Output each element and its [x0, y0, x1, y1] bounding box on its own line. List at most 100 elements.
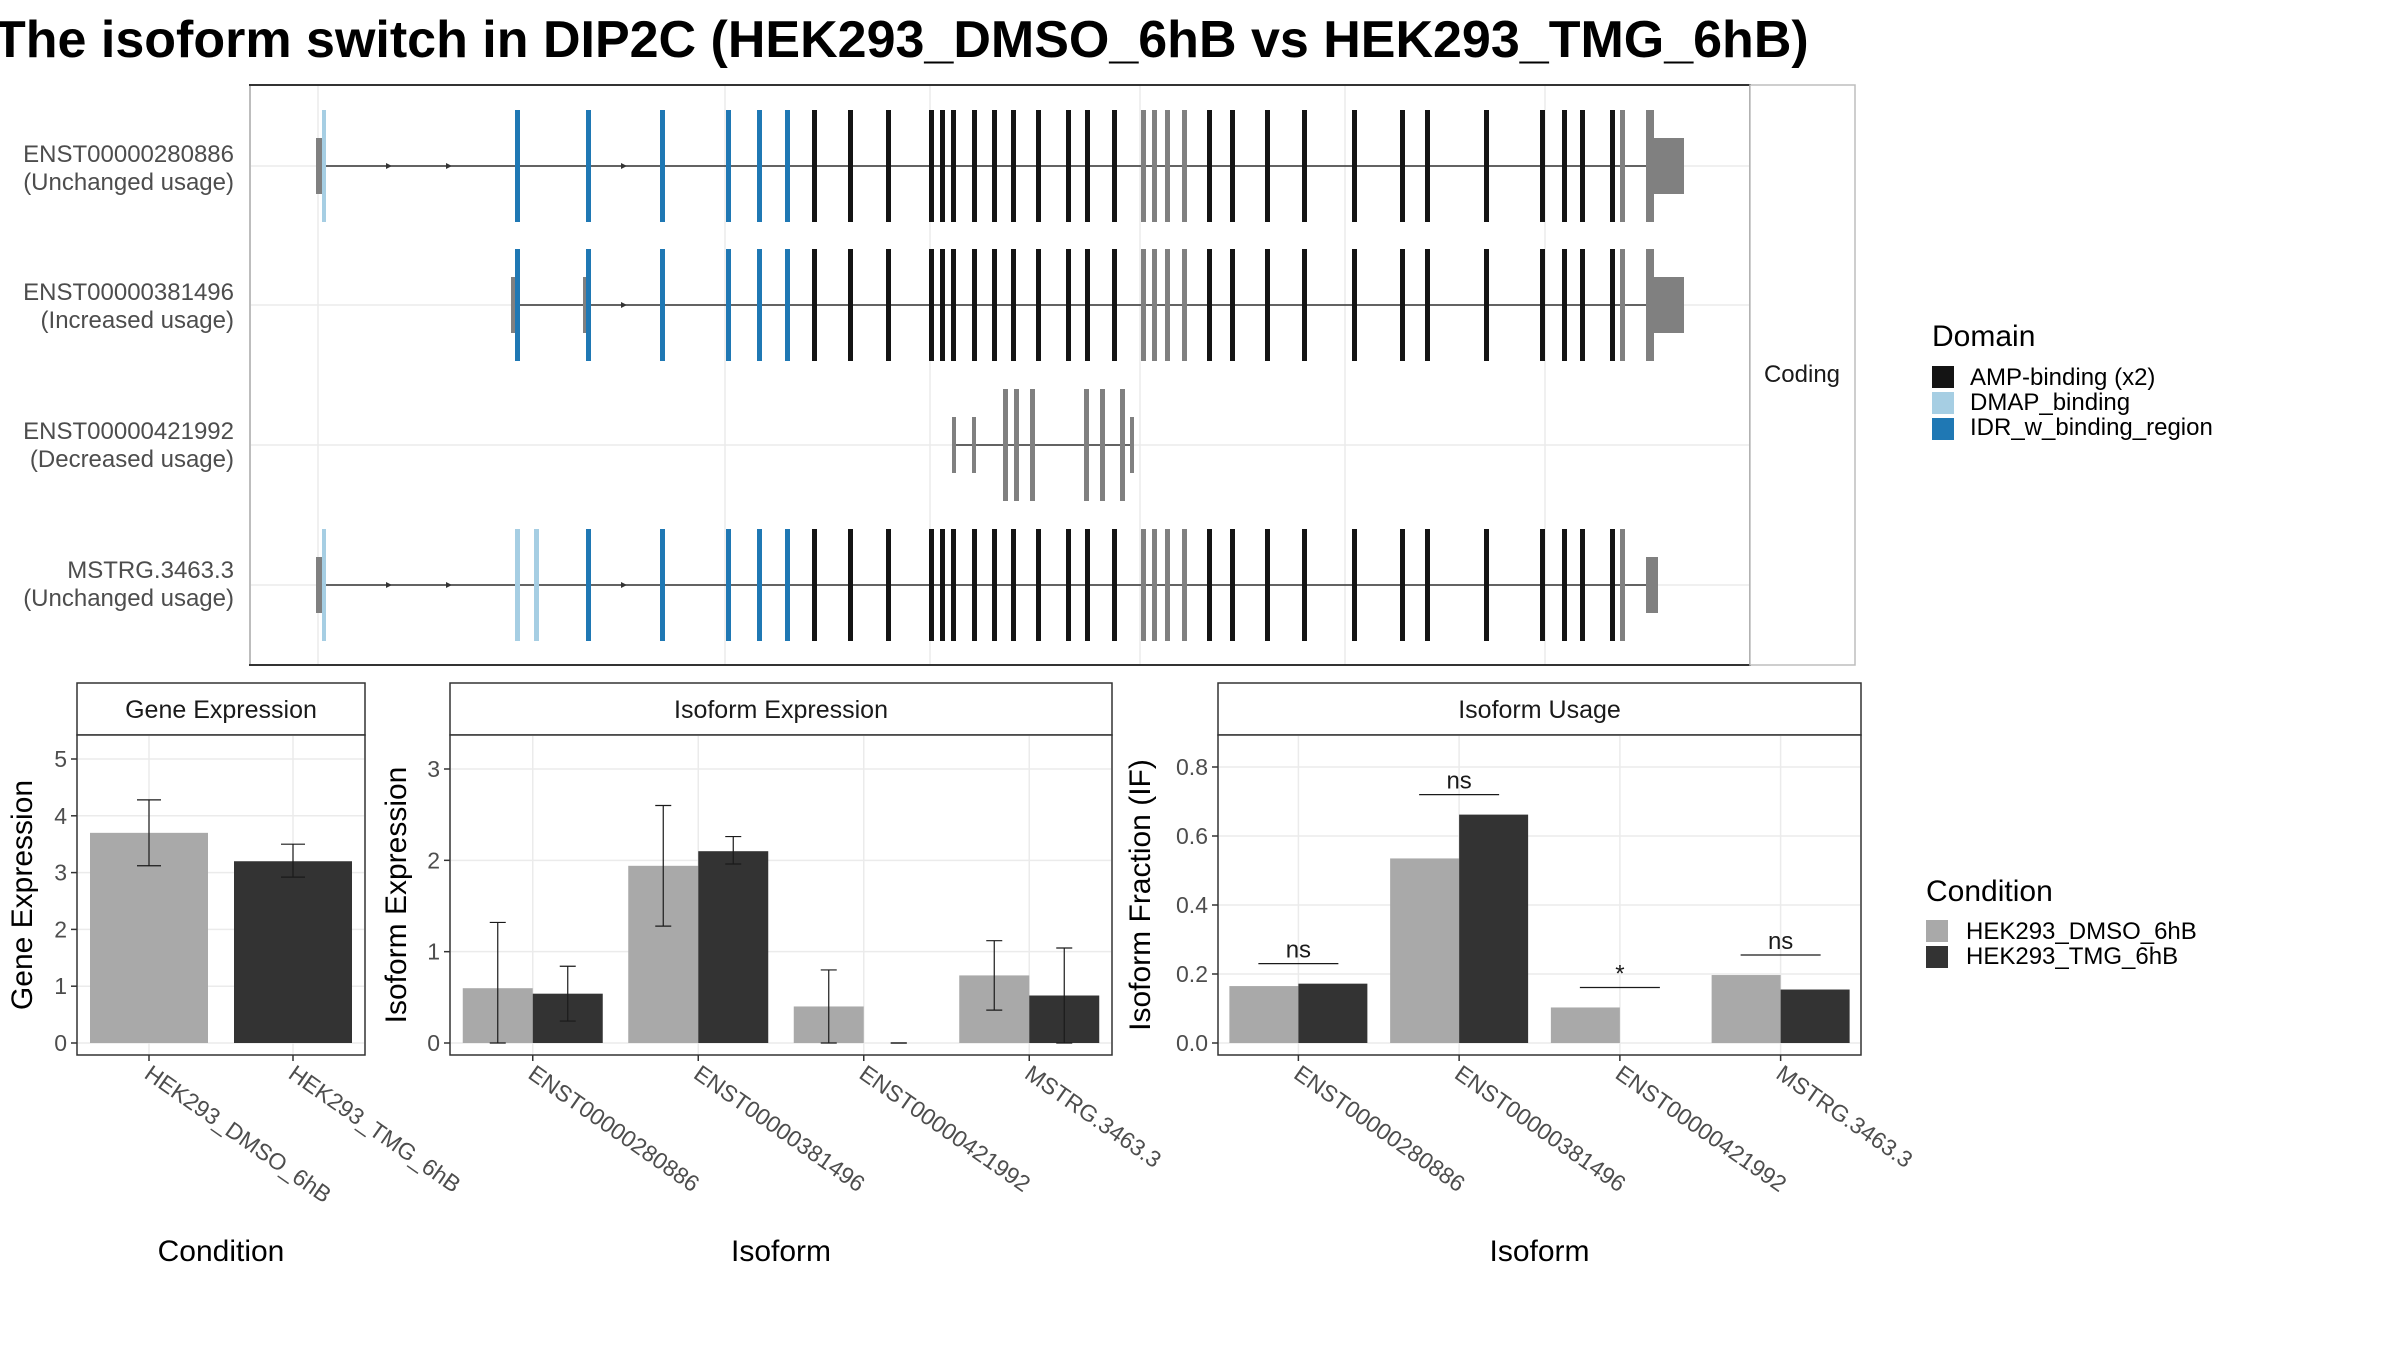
transcript-label-1-id: ENST00000280886 — [23, 141, 234, 168]
y-tick-label: 0 — [54, 1030, 67, 1056]
exon — [1165, 529, 1170, 641]
y-tick-label: 2 — [54, 916, 67, 942]
exon — [785, 249, 790, 361]
exon — [1562, 249, 1567, 361]
y-tick-label: 0.6 — [1176, 823, 1208, 849]
transcript-label-2-status: (Increased usage) — [41, 307, 234, 334]
exon — [1014, 389, 1019, 501]
y-tick-label: 3 — [427, 756, 440, 782]
intron-arrow — [446, 163, 452, 169]
exon — [1036, 110, 1041, 222]
exon — [586, 110, 591, 222]
exon — [886, 529, 891, 641]
exon — [992, 529, 997, 641]
y-tick-label: 3 — [54, 860, 67, 886]
exon — [1085, 110, 1090, 222]
x-axis-title: Isoform — [731, 1235, 831, 1268]
significance-label: ns — [1768, 928, 1793, 955]
legend-label-dmso: HEK293_DMSO_6hB — [1966, 918, 2197, 945]
bar — [1780, 989, 1850, 1043]
intron-arrow — [386, 582, 392, 588]
y-tick-label: 1 — [427, 939, 440, 965]
x-tick-label: ENST00000421992 — [1611, 1060, 1791, 1197]
exon — [1302, 110, 1307, 222]
exon — [1066, 110, 1071, 222]
exon — [1085, 249, 1090, 361]
y-tick-label: 0.4 — [1176, 892, 1208, 918]
bar — [234, 861, 352, 1043]
exon — [726, 249, 731, 361]
exon — [726, 529, 731, 641]
exon — [1141, 529, 1146, 641]
exon — [848, 529, 853, 641]
exon — [515, 110, 520, 222]
intron-arrow — [621, 302, 627, 308]
exon — [1610, 529, 1615, 641]
exon — [1207, 249, 1212, 361]
exon — [812, 249, 817, 361]
x-axis-title: Condition — [158, 1235, 285, 1268]
exon — [1165, 110, 1170, 222]
exon — [1302, 249, 1307, 361]
exon — [1580, 110, 1585, 222]
y-axis-title: Isoform Expression — [380, 767, 413, 1024]
intron-arrow — [386, 163, 392, 169]
structure-plot-border — [249, 84, 1751, 666]
exon — [972, 110, 977, 222]
exon — [812, 529, 817, 641]
exon — [757, 529, 762, 641]
exon — [929, 529, 934, 641]
facet-strip — [449, 682, 1113, 736]
utr-block — [1650, 138, 1684, 194]
exon — [940, 529, 945, 641]
x-axis-title: Isoform — [1489, 1235, 1589, 1268]
y-tick-label: 5 — [54, 746, 67, 772]
y-tick-label: 2 — [427, 847, 440, 873]
y-tick-label: 0.2 — [1176, 961, 1208, 987]
exon — [1540, 529, 1545, 641]
exon — [1182, 529, 1187, 641]
exon — [1562, 110, 1567, 222]
utr-block — [1650, 277, 1684, 333]
exon — [951, 529, 956, 641]
exon — [515, 249, 520, 361]
y-tick-label: 0.0 — [1176, 1030, 1208, 1056]
exon — [1230, 110, 1235, 222]
exon — [1036, 529, 1041, 641]
exon — [886, 249, 891, 361]
transcript-label-2-id: ENST00000381496 — [23, 279, 234, 306]
exon — [1265, 249, 1270, 361]
x-tick-label: ENST00000421992 — [855, 1060, 1035, 1197]
exon — [1352, 529, 1357, 641]
exon — [586, 529, 591, 641]
utr-block — [1646, 557, 1658, 613]
transcript-label-3-id: ENST00000421992 — [23, 418, 234, 445]
y-tick-label: 4 — [54, 803, 67, 829]
legend-key-amp-binding — [1932, 366, 1954, 388]
exon — [1141, 249, 1146, 361]
exon — [1112, 249, 1117, 361]
x-tick-label: ENST00000280886 — [1290, 1060, 1470, 1197]
bar — [1390, 858, 1460, 1043]
exon — [322, 529, 326, 641]
isoform-expression-chart: Isoform Expression0123ENST00000280886ENS… — [380, 682, 1166, 1268]
facet-strip — [1217, 682, 1862, 736]
figure-title: The isoform switch in DIP2C (HEK293_DMSO… — [0, 11, 1809, 69]
condition-legend: Condition HEK293_DMSO_6hB HEK293_TMG_6hB — [1926, 875, 2197, 970]
exon — [940, 110, 945, 222]
exon — [1540, 110, 1545, 222]
exon — [1265, 110, 1270, 222]
exon — [1562, 529, 1567, 641]
y-tick-label: 0.8 — [1176, 754, 1208, 780]
facet-strip-label: Isoform Expression — [674, 696, 888, 724]
legend-key-dmso — [1926, 920, 1948, 942]
exon — [1620, 529, 1625, 641]
exon — [1302, 529, 1307, 641]
domain-legend: Domain AMP-binding (x2) DMAP_binding IDR… — [1932, 320, 2213, 441]
domain-legend-title: Domain — [1932, 320, 2035, 353]
exon — [1484, 249, 1489, 361]
exon — [992, 110, 997, 222]
exon — [1400, 110, 1405, 222]
significance-label: ns — [1286, 937, 1311, 964]
